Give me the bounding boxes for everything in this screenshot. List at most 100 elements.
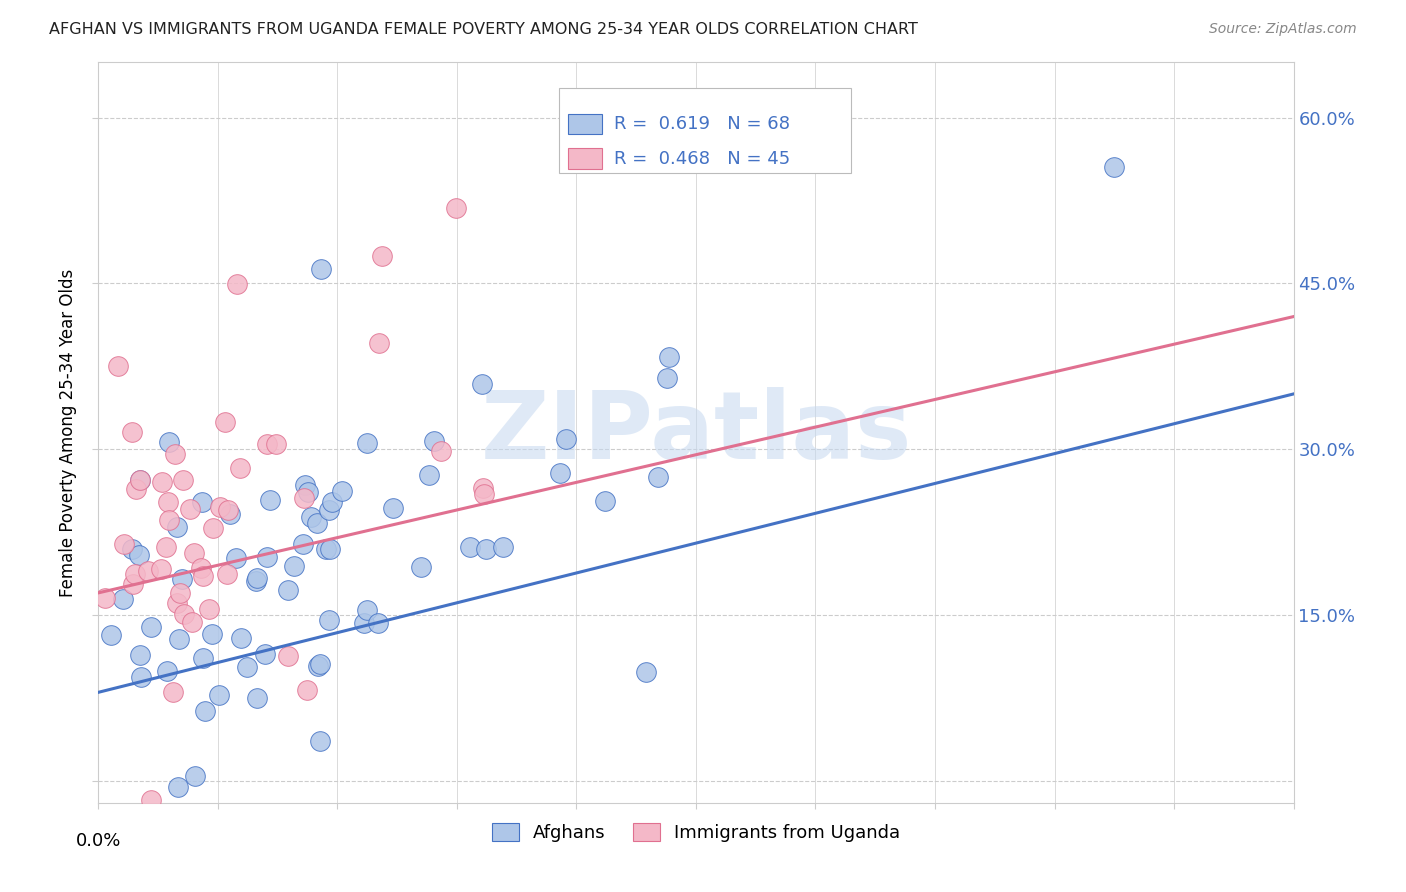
Point <box>291 537 314 551</box>
Point <box>264 437 287 451</box>
Point <box>444 201 467 215</box>
Point <box>100 628 122 642</box>
Point <box>181 615 204 630</box>
Point <box>259 493 281 508</box>
Point <box>208 688 231 702</box>
Point <box>550 466 572 480</box>
Point <box>193 569 215 583</box>
Legend: Afghans, Immigrants from Uganda: Afghans, Immigrants from Uganda <box>484 816 908 849</box>
Text: R =  0.619   N = 68: R = 0.619 N = 68 <box>613 115 790 133</box>
Point <box>111 591 134 606</box>
Point <box>217 503 239 517</box>
Point <box>169 586 191 600</box>
Point <box>283 558 305 573</box>
Point <box>156 665 179 679</box>
Point <box>381 500 404 515</box>
Point <box>217 567 239 582</box>
FancyBboxPatch shape <box>558 88 852 173</box>
Point <box>129 648 152 662</box>
Point <box>370 249 392 263</box>
Point <box>472 481 495 495</box>
Point <box>179 502 201 516</box>
Point <box>184 769 207 783</box>
Point <box>492 540 515 554</box>
Point <box>593 494 616 508</box>
Point <box>658 350 681 364</box>
Point <box>170 572 193 586</box>
Point <box>474 542 496 557</box>
Point <box>201 627 224 641</box>
Point <box>156 495 179 509</box>
Point <box>422 434 444 448</box>
Point <box>307 516 329 531</box>
Point <box>471 377 494 392</box>
Point <box>474 487 496 501</box>
Point <box>647 470 669 484</box>
Point <box>122 576 145 591</box>
Point <box>124 566 146 581</box>
Point <box>356 436 378 450</box>
Y-axis label: Female Poverty Among 25-34 Year Olds: Female Poverty Among 25-34 Year Olds <box>59 268 77 597</box>
Point <box>297 485 319 500</box>
Point <box>183 546 205 560</box>
Text: ZIPatlas: ZIPatlas <box>481 386 911 479</box>
Point <box>218 507 240 521</box>
Point <box>292 491 315 505</box>
Point <box>121 541 143 556</box>
Point <box>159 513 181 527</box>
Point <box>367 615 389 630</box>
Point <box>307 658 329 673</box>
Point <box>173 607 195 622</box>
Point <box>236 659 259 673</box>
Point <box>299 510 322 524</box>
Point <box>139 620 162 634</box>
Point <box>129 473 152 487</box>
Point <box>166 596 188 610</box>
Point <box>198 602 221 616</box>
Point <box>295 683 318 698</box>
Point <box>418 468 440 483</box>
Point <box>155 541 177 555</box>
Point <box>229 461 252 475</box>
Point <box>311 262 333 277</box>
Point <box>277 648 299 663</box>
Point <box>107 811 129 825</box>
Point <box>125 482 148 496</box>
Point <box>309 657 332 671</box>
Bar <box>568 148 602 169</box>
Text: Source: ZipAtlas.com: Source: ZipAtlas.com <box>1209 22 1357 37</box>
Point <box>294 477 316 491</box>
Point <box>202 521 225 535</box>
Point <box>245 691 267 706</box>
Point <box>129 669 152 683</box>
Point <box>318 613 340 627</box>
Point <box>256 549 278 564</box>
Point <box>194 704 217 718</box>
Point <box>150 562 173 576</box>
Point <box>112 537 135 551</box>
Point <box>128 473 150 487</box>
Point <box>128 548 150 562</box>
Point <box>169 632 191 647</box>
Point <box>636 665 658 680</box>
Point <box>229 632 252 646</box>
Point <box>121 425 143 440</box>
Point <box>167 780 190 794</box>
Point <box>246 571 269 585</box>
Point <box>367 336 389 351</box>
Point <box>150 475 173 489</box>
Point <box>172 473 194 487</box>
Point <box>429 444 451 458</box>
Point <box>141 793 163 807</box>
Point <box>190 561 212 575</box>
Point <box>162 685 184 699</box>
Point <box>315 541 337 556</box>
Point <box>318 503 340 517</box>
Point <box>256 437 278 451</box>
Point <box>321 494 343 508</box>
Point <box>277 582 299 597</box>
Text: R =  0.468   N = 45: R = 0.468 N = 45 <box>613 150 790 168</box>
Point <box>191 494 214 508</box>
Point <box>308 734 330 748</box>
Bar <box>568 113 602 135</box>
